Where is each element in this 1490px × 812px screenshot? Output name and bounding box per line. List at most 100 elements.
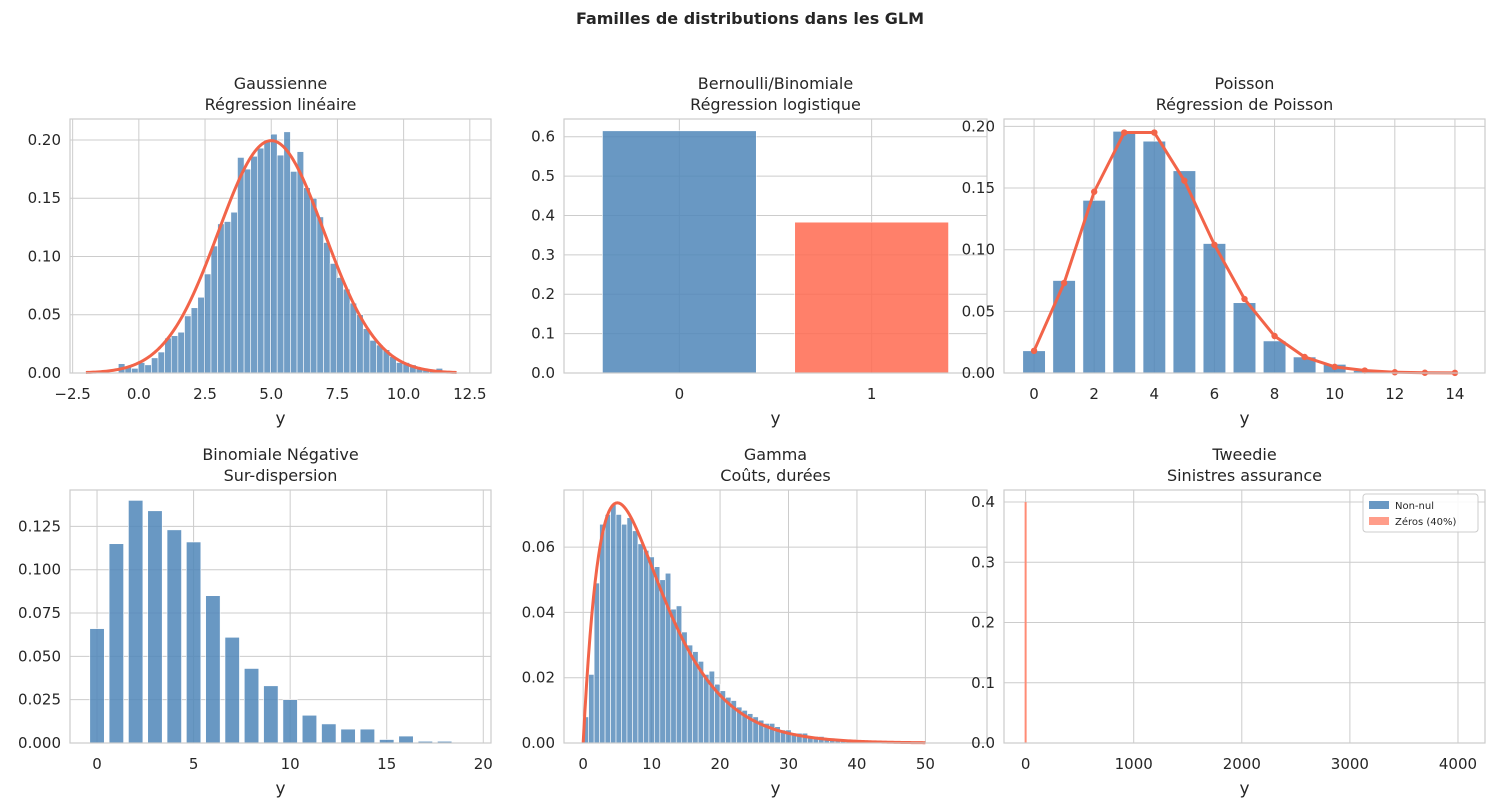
x-tick-label: 10	[281, 755, 300, 773]
y-tick-label: 0.06	[522, 538, 555, 556]
x-tick-label: 0	[1029, 385, 1039, 403]
bar	[324, 243, 331, 373]
bar	[204, 274, 211, 373]
pmf-point	[1181, 177, 1187, 183]
bar	[632, 531, 637, 743]
pmf-point	[1061, 280, 1067, 286]
bar	[237, 157, 244, 373]
bar	[257, 148, 264, 373]
legend-label: Zéros (40%)	[1395, 516, 1457, 528]
bar	[654, 567, 659, 743]
bar	[151, 358, 158, 373]
y-tick-label: 0.2	[971, 614, 995, 632]
bar	[271, 134, 278, 373]
y-tick-label: 0.075	[18, 604, 61, 622]
pmf-point	[1241, 296, 1247, 302]
x-tick-label: 1	[867, 385, 877, 403]
bar	[310, 198, 317, 373]
bar	[225, 637, 239, 743]
y-tick-label: 0.1	[971, 674, 995, 692]
x-axis-label: y	[275, 409, 285, 429]
bar	[284, 132, 291, 373]
pmf-point	[1331, 364, 1337, 370]
pmf-point	[1301, 354, 1307, 360]
y-tick-label: 0.20	[962, 117, 995, 135]
y-tick-label: 0.5	[531, 167, 555, 185]
y-tick-label: 0.04	[522, 603, 555, 621]
y-tick-label: 0.10	[28, 247, 61, 265]
bar	[671, 609, 676, 743]
bar	[198, 297, 205, 373]
bar	[264, 140, 271, 373]
bar	[1113, 131, 1136, 373]
bar	[178, 332, 185, 373]
y-tick-label: 0.3	[531, 246, 555, 264]
bar	[211, 246, 218, 373]
y-tick-label: 0.1	[531, 325, 555, 343]
bar	[1233, 303, 1256, 373]
y-tick-label: 0.20	[28, 131, 61, 149]
bar	[158, 352, 165, 373]
x-axis-label: y	[1239, 779, 1249, 799]
pmf-point	[1151, 129, 1157, 135]
zero-spike-bar	[1025, 502, 1027, 743]
x-tick-label: 50	[916, 755, 935, 773]
y-tick-label: 0.15	[962, 179, 995, 197]
x-tick-label: 8	[1270, 385, 1280, 403]
bar	[1023, 351, 1046, 373]
x-tick-label: 0	[1021, 755, 1031, 773]
x-tick-label: 12	[1385, 385, 1404, 403]
pmf-point	[1091, 189, 1097, 195]
panel-title-line: Poisson	[1215, 74, 1275, 93]
bar	[1173, 171, 1196, 373]
x-tick-label: −2.5	[54, 385, 90, 403]
x-tick-label: 10	[642, 755, 661, 773]
x-tick-label: 3000	[1331, 755, 1369, 773]
bar	[304, 188, 311, 373]
bar	[399, 736, 413, 743]
y-tick-label: 0.2	[531, 285, 555, 303]
bar	[244, 169, 251, 373]
bar	[357, 315, 364, 373]
x-axis-label: y	[770, 409, 780, 429]
bar	[128, 500, 142, 743]
y-tick-label: 0.00	[962, 364, 995, 382]
legend-swatch	[1369, 517, 1389, 525]
bar	[148, 511, 162, 743]
x-tick-label: 0.0	[127, 385, 151, 403]
x-tick-label: 4000	[1439, 755, 1477, 773]
bar	[186, 542, 200, 743]
x-axis-label: y	[770, 779, 780, 799]
bar	[649, 557, 654, 743]
x-tick-label: 20	[474, 755, 493, 773]
legend-swatch	[1369, 501, 1389, 509]
bar	[1263, 341, 1286, 373]
y-tick-label: 0.05	[28, 306, 61, 324]
x-tick-label: 2	[1089, 385, 1099, 403]
y-tick-label: 0.0	[971, 734, 995, 752]
bar	[317, 217, 324, 373]
bar	[302, 715, 316, 743]
bar	[589, 674, 594, 743]
panel-title-line: Gaussienne	[234, 74, 327, 93]
y-tick-label: 0.4	[971, 493, 995, 511]
panel-title-line: Régression de Poisson	[1156, 95, 1334, 114]
bar	[1203, 244, 1226, 373]
bar	[594, 583, 599, 743]
bar	[251, 156, 258, 373]
y-tick-label: 0.050	[18, 647, 61, 665]
bar	[600, 524, 605, 743]
bar	[171, 336, 178, 373]
y-tick-label: 0.10	[962, 241, 995, 259]
x-tick-label: 20	[711, 755, 730, 773]
bar	[322, 724, 336, 743]
x-tick-label: 4	[1150, 385, 1160, 403]
bar	[132, 368, 139, 373]
bar	[1143, 141, 1166, 373]
pmf-point	[1211, 242, 1217, 248]
bar	[602, 131, 756, 373]
bar	[621, 524, 626, 743]
